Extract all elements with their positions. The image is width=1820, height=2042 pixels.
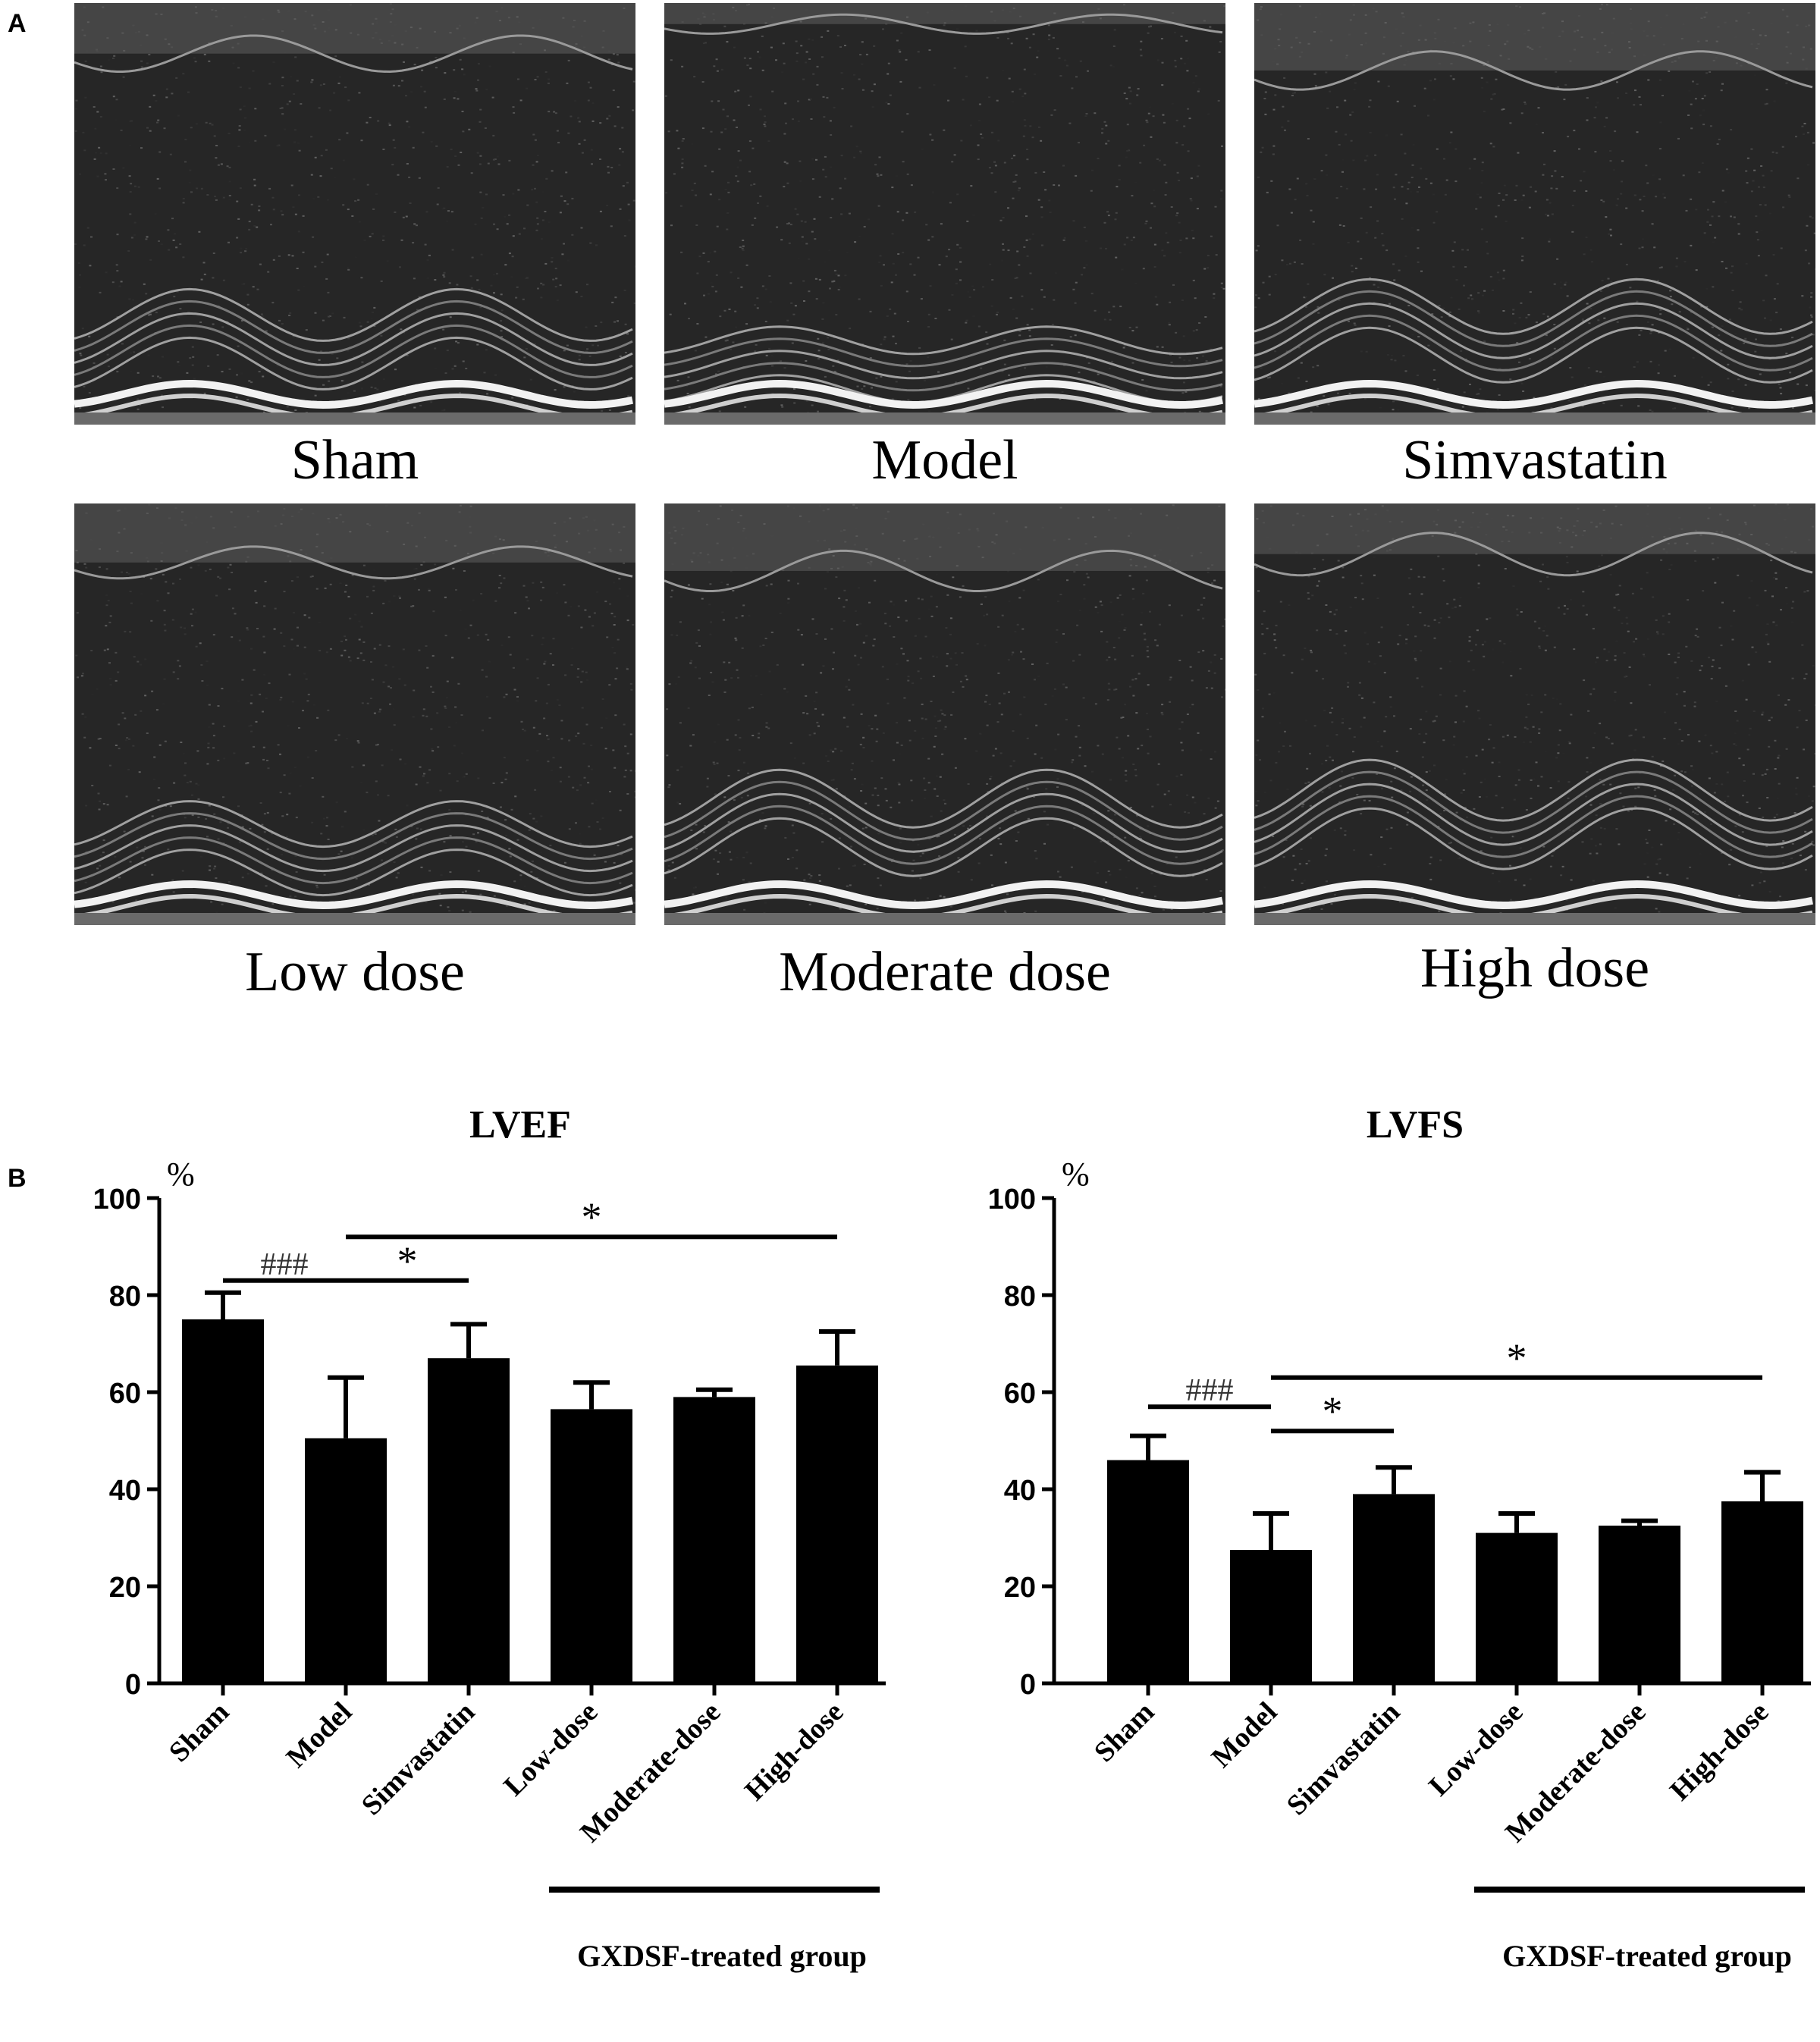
bar-moderate-dose <box>1599 1526 1680 1683</box>
echo-label-high-dose: High dose <box>1420 937 1650 999</box>
echo-trace <box>74 3 635 425</box>
x-tick-label: Sham <box>1088 1696 1160 1768</box>
echo-image-sham <box>74 3 635 425</box>
echo-label-model: Model <box>871 429 1018 491</box>
x-tick-label: Simvastatin <box>1281 1696 1407 1822</box>
echo-trace <box>1254 3 1815 425</box>
bar-sham <box>1107 1460 1189 1683</box>
bar-high-dose <box>1721 1501 1803 1683</box>
x-tick-label: High-dose <box>1664 1696 1774 1807</box>
x-tick-label: Model <box>281 1696 359 1774</box>
echo-trace <box>664 503 1225 925</box>
echo-image-low-dose <box>74 503 635 925</box>
group-bracket-label: GXDSF-treated group <box>577 1939 867 1973</box>
x-tick-label: Low-dose <box>1423 1696 1529 1802</box>
x-tick-label: Low-dose <box>497 1696 604 1802</box>
y-tick-label: 80 <box>1004 1281 1036 1313</box>
panel-label-b: B <box>8 1164 27 1193</box>
chart-title: LVFS <box>1367 1103 1464 1146</box>
bar-model <box>305 1438 387 1683</box>
y-tick-label: 0 <box>125 1669 141 1701</box>
y-tick-label: 80 <box>109 1281 141 1313</box>
x-tick-label: Simvastatin <box>356 1696 482 1822</box>
bar-model <box>1230 1550 1312 1683</box>
significance-label: * <box>397 1238 418 1284</box>
echo-trace <box>1254 503 1815 925</box>
y-tick-label: 0 <box>1020 1669 1036 1701</box>
y-tick-label: 20 <box>1004 1572 1036 1604</box>
echo-label-low-dose: Low dose <box>245 941 465 1003</box>
x-tick-label: High-dose <box>739 1696 849 1807</box>
echo-image-model <box>664 3 1225 425</box>
significance-label: ### <box>261 1247 309 1282</box>
chart-title: LVEF <box>469 1103 571 1146</box>
panel-label-a: A <box>8 9 27 38</box>
echo-image-moderate-dose <box>664 503 1225 925</box>
significance-label: * <box>1507 1335 1527 1381</box>
y-tick-label: 100 <box>93 1184 141 1215</box>
echo-image-high-dose <box>1254 503 1815 925</box>
bar-low-dose <box>551 1409 632 1683</box>
x-tick-label: Model <box>1206 1696 1284 1774</box>
echo-trace <box>74 503 635 925</box>
y-tick-label: 20 <box>109 1572 141 1604</box>
y-axis-unit: % <box>167 1156 195 1193</box>
significance-label: * <box>582 1194 602 1240</box>
significance-label: * <box>1323 1388 1343 1434</box>
bar-moderate-dose <box>673 1397 755 1683</box>
echo-label-simvastatin: Simvastatin <box>1402 429 1668 491</box>
bar-high-dose <box>796 1365 878 1683</box>
y-tick-label: 40 <box>109 1475 141 1507</box>
y-axis-unit: % <box>1062 1156 1090 1193</box>
bar-low-dose <box>1476 1532 1558 1683</box>
echo-trace <box>664 3 1225 425</box>
y-tick-label: 100 <box>988 1184 1036 1215</box>
bar-simvastatin <box>428 1358 510 1683</box>
y-tick-label: 40 <box>1004 1475 1036 1507</box>
bar-simvastatin <box>1353 1494 1435 1683</box>
significance-label: ### <box>1186 1373 1234 1408</box>
y-tick-label: 60 <box>109 1378 141 1410</box>
x-tick-label: Sham <box>163 1696 235 1768</box>
echo-label-sham: Sham <box>290 429 419 491</box>
echo-image-simvastatin <box>1254 3 1815 425</box>
group-bracket-label: GXDSF-treated group <box>1502 1939 1792 1973</box>
bar-sham <box>182 1319 264 1683</box>
y-tick-label: 60 <box>1004 1378 1036 1410</box>
echo-label-moderate-dose: Moderate dose <box>779 941 1111 1003</box>
